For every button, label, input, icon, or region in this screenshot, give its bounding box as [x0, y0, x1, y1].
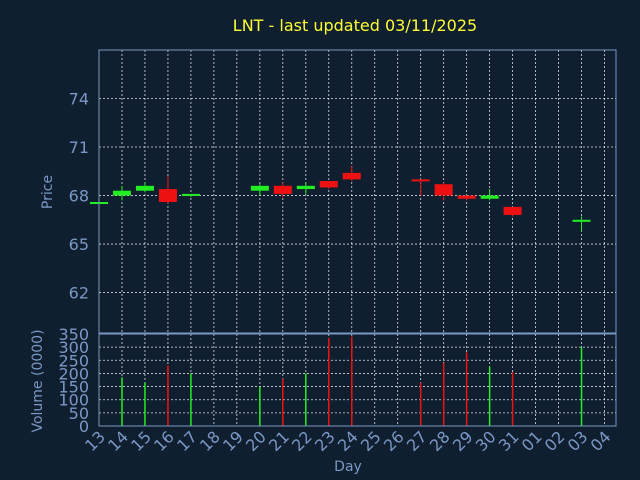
volume-y-tick-label: 300 — [58, 338, 89, 357]
volume-bar — [488, 366, 491, 426]
candlestick — [158, 176, 177, 204]
volume-y-axis-label: Volume (0000) — [30, 329, 46, 432]
candlestick — [342, 166, 361, 181]
volume-y-tick-label: 100 — [58, 391, 89, 410]
volume-bar — [190, 373, 192, 426]
candle-body — [480, 195, 499, 199]
candlestick — [572, 216, 591, 232]
volume-bar — [328, 337, 330, 426]
candle-body — [181, 193, 200, 196]
volume-bar — [305, 373, 307, 426]
volume-bar — [121, 377, 123, 426]
candle-body — [250, 185, 269, 191]
candlestick — [480, 189, 499, 201]
candlestick — [112, 185, 131, 201]
candlestick — [411, 179, 430, 196]
volume-bar — [465, 352, 468, 426]
price-y-tick-label: 65 — [69, 235, 89, 254]
price-y-ticks: 62 65 68 71 74 — [69, 90, 89, 303]
volume-y-tick-label: 200 — [58, 364, 89, 383]
volume-bar — [144, 382, 146, 426]
candlestick — [457, 195, 476, 201]
candle-body — [411, 179, 430, 182]
volume-frame — [98, 333, 617, 427]
candle-body — [342, 172, 361, 180]
price-y-axis-label: Price — [40, 175, 56, 209]
candle-body — [434, 184, 453, 196]
volume-bar — [351, 336, 353, 426]
volume-y-tick-label: 350 — [58, 325, 89, 344]
volume-bar — [442, 362, 445, 426]
volume-bar — [259, 386, 261, 426]
candlestick — [319, 180, 338, 190]
candle-body — [112, 190, 131, 196]
candlestick — [250, 184, 269, 196]
candle-body — [457, 195, 476, 199]
x-axis-label: Day — [334, 459, 362, 475]
candle-body — [572, 219, 591, 222]
x-axis-ticks: 1314151617181920212223242526272829303101… — [81, 427, 614, 455]
price-candles — [90, 166, 591, 232]
price-frame — [98, 49, 617, 334]
price-y-tick-label: 71 — [69, 138, 89, 157]
chart-title: LNT - last updated 03/11/2025 — [233, 16, 477, 35]
candlestick — [503, 206, 522, 217]
candle-body — [273, 185, 292, 194]
volume-y-tick-label: 250 — [58, 351, 89, 370]
candlestick — [296, 182, 315, 194]
x-tick-label: 04 — [587, 427, 615, 455]
candlestick — [434, 182, 453, 201]
candle-body — [319, 180, 338, 188]
volume-bar — [167, 365, 169, 426]
volume-bar — [282, 378, 284, 426]
price-panel: 62 65 68 71 74 Price — [40, 49, 617, 334]
volume-grid — [98, 334, 616, 426]
volume-bars — [121, 336, 583, 426]
candle-body — [158, 189, 177, 203]
candlestick — [181, 193, 200, 198]
candlestick — [273, 182, 292, 198]
volume-y-tick-label: 0 — [79, 417, 89, 436]
candle-body — [296, 185, 315, 190]
volume-bar — [511, 372, 514, 426]
price-y-tick-label: 62 — [69, 284, 89, 303]
candlestick — [135, 182, 154, 193]
candle-body — [135, 185, 154, 191]
price-y-tick-label: 74 — [69, 90, 89, 109]
candle-body — [503, 206, 522, 215]
price-y-tick-label: 68 — [69, 187, 89, 206]
volume-bar — [419, 382, 422, 426]
volume-y-tick-label: 50 — [69, 404, 89, 423]
volume-bar — [580, 347, 583, 426]
volume-y-tick-label: 150 — [58, 378, 89, 397]
